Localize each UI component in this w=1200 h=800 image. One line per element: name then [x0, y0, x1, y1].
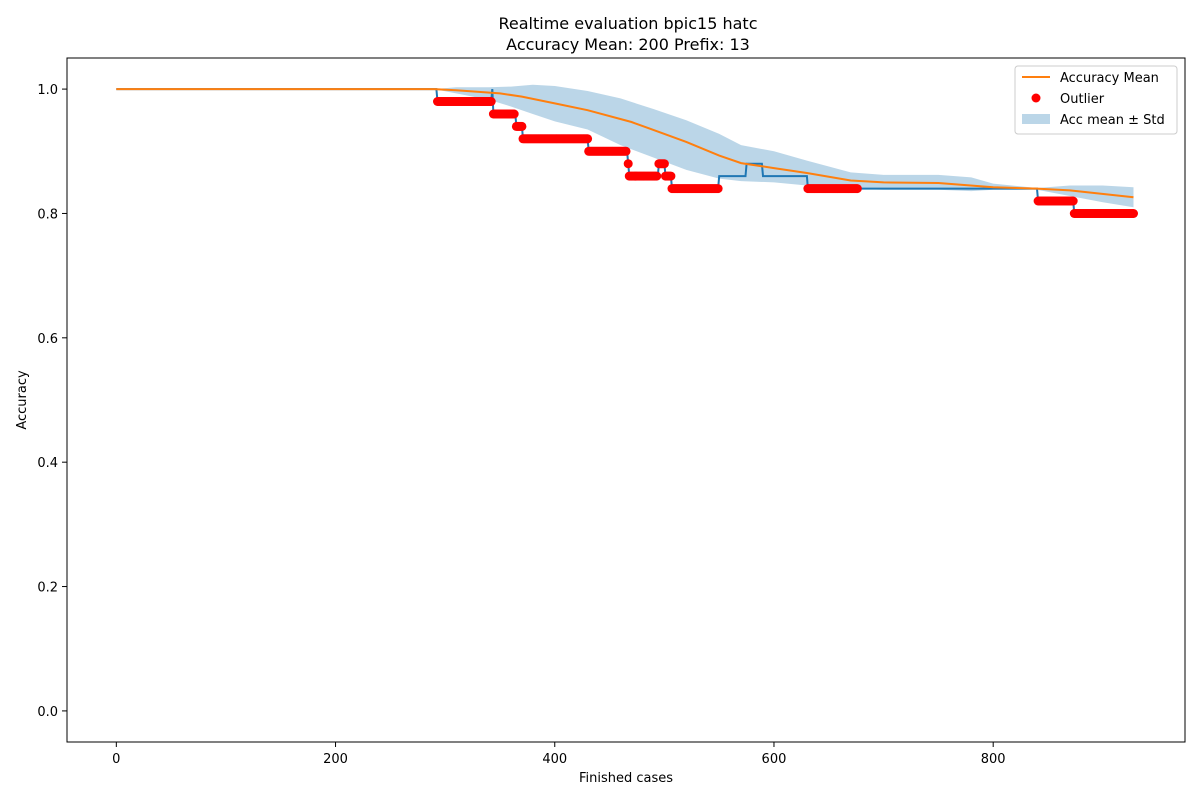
mean-line [116, 88, 1134, 199]
x-tick-label: 200 [323, 752, 348, 767]
y-tick-label: 0.8 [37, 207, 58, 222]
outlier-point [652, 171, 662, 181]
legend: Accuracy Mean Outlier Acc mean ± Std [1014, 65, 1178, 135]
outlier-point [666, 171, 676, 181]
y-axis: 0.0 0.2 0.4 0.6 0.8 1.0 [37, 83, 67, 720]
legend-mean-label: Accuracy Mean [1060, 71, 1159, 86]
legend-outlier-swatch [1031, 93, 1041, 103]
y-tick-label: 0.2 [37, 581, 58, 596]
chart-title: Realtime evaluation bpic15 hatc [499, 14, 758, 33]
x-tick-label: 0 [112, 752, 120, 767]
outlier-point [509, 109, 519, 119]
x-axis: 0 200 400 600 800 [112, 742, 1006, 767]
legend-outlier-label: Outlier [1060, 92, 1105, 107]
outlier-point [659, 159, 669, 169]
legend-band-swatch [1022, 114, 1050, 124]
y-tick-label: 0.0 [37, 705, 58, 720]
plot-frame [66, 57, 1186, 743]
x-axis-label: Finished cases [579, 771, 673, 786]
outlier-point [623, 159, 633, 169]
chart-subtitle: Accuracy Mean: 200 Prefix: 13 [506, 35, 750, 54]
legend-band-label: Acc mean ± Std [1060, 113, 1165, 128]
y-tick-label: 0.6 [37, 332, 58, 347]
y-axis-label: Accuracy [15, 370, 30, 430]
outlier-point [583, 134, 593, 144]
x-tick-label: 400 [542, 752, 567, 767]
x-tick-label: 600 [762, 752, 787, 767]
plot-area [116, 84, 1138, 218]
outlier-point [517, 121, 527, 131]
outlier-point [852, 184, 862, 194]
legend-box [1014, 65, 1178, 135]
outlier-point [621, 146, 631, 156]
outlier-point [713, 184, 723, 194]
y-tick-label: 1.0 [37, 83, 58, 98]
outlier-point [1129, 209, 1138, 218]
outlier-point [486, 97, 496, 106]
outlier-point [1068, 196, 1078, 206]
outlier-points [433, 97, 1138, 218]
x-tick-label: 800 [981, 752, 1006, 767]
y-tick-label: 0.4 [37, 456, 58, 471]
